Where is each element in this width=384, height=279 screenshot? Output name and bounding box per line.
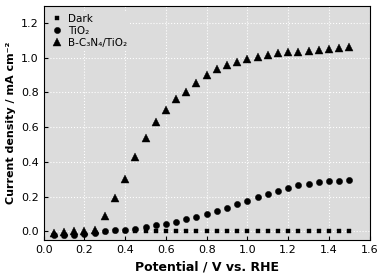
Dark: [174, 230, 179, 233]
TiO₂: [123, 228, 127, 231]
Dark: [215, 230, 219, 233]
Dark: [133, 230, 138, 233]
B-C₃N₄/TiO₂: [164, 108, 168, 111]
TiO₂: [265, 192, 270, 196]
B-C₃N₄/TiO₂: [276, 52, 280, 55]
B-C₃N₄/TiO₂: [306, 49, 311, 52]
Dark: [276, 230, 280, 233]
B-C₃N₄/TiO₂: [316, 48, 321, 52]
X-axis label: Potential / V vs. RHE: Potential / V vs. RHE: [135, 260, 279, 273]
Dark: [164, 230, 168, 233]
B-C₃N₄/TiO₂: [154, 120, 158, 124]
Dark: [337, 230, 341, 233]
Dark: [255, 230, 260, 233]
B-C₃N₄/TiO₂: [286, 51, 290, 54]
TiO₂: [194, 215, 199, 218]
B-C₃N₄/TiO₂: [51, 231, 56, 235]
Dark: [123, 230, 127, 233]
Dark: [225, 230, 229, 233]
B-C₃N₄/TiO₂: [72, 230, 76, 233]
TiO₂: [326, 180, 331, 183]
TiO₂: [347, 179, 352, 182]
Dark: [204, 230, 209, 233]
B-C₃N₄/TiO₂: [103, 214, 107, 217]
B-C₃N₄/TiO₂: [92, 228, 97, 231]
B-C₃N₄/TiO₂: [265, 53, 270, 57]
B-C₃N₄/TiO₂: [326, 47, 331, 51]
TiO₂: [255, 196, 260, 199]
B-C₃N₄/TiO₂: [245, 58, 250, 61]
B-C₃N₄/TiO₂: [113, 197, 118, 200]
B-C₃N₄/TiO₂: [194, 81, 199, 85]
TiO₂: [316, 181, 321, 184]
TiO₂: [215, 210, 219, 213]
B-C₃N₄/TiO₂: [82, 230, 87, 233]
B-C₃N₄/TiO₂: [296, 50, 301, 53]
Y-axis label: Current density / mA cm⁻²: Current density / mA cm⁻²: [5, 42, 16, 204]
Dark: [113, 230, 118, 233]
TiO₂: [51, 233, 56, 237]
B-C₃N₄/TiO₂: [337, 46, 341, 50]
B-C₃N₄/TiO₂: [62, 230, 66, 234]
Dark: [184, 230, 189, 233]
B-C₃N₄/TiO₂: [184, 91, 189, 94]
Dark: [316, 230, 321, 233]
Dark: [286, 230, 290, 233]
TiO₂: [204, 212, 209, 216]
TiO₂: [113, 229, 118, 232]
TiO₂: [92, 231, 97, 235]
TiO₂: [164, 222, 168, 225]
Dark: [72, 233, 76, 237]
Line: B-C₃N₄/TiO₂: B-C₃N₄/TiO₂: [50, 43, 353, 237]
Dark: [194, 230, 199, 233]
TiO₂: [225, 206, 229, 210]
TiO₂: [184, 218, 189, 221]
Line: TiO₂: TiO₂: [51, 177, 353, 238]
Dark: [326, 230, 331, 233]
B-C₃N₄/TiO₂: [143, 136, 148, 139]
TiO₂: [72, 233, 76, 237]
Dark: [296, 230, 301, 233]
TiO₂: [245, 199, 250, 203]
TiO₂: [82, 232, 87, 236]
TiO₂: [143, 225, 148, 229]
B-C₃N₄/TiO₂: [204, 73, 209, 77]
B-C₃N₄/TiO₂: [235, 60, 240, 64]
Legend: Dark, TiO₂, B-C₃N₄/TiO₂: Dark, TiO₂, B-C₃N₄/TiO₂: [49, 11, 130, 51]
B-C₃N₄/TiO₂: [174, 98, 179, 101]
TiO₂: [133, 227, 138, 230]
Dark: [103, 230, 107, 234]
B-C₃N₄/TiO₂: [215, 67, 219, 71]
B-C₃N₄/TiO₂: [347, 45, 352, 49]
Dark: [143, 230, 148, 233]
TiO₂: [306, 182, 311, 185]
TiO₂: [103, 230, 107, 233]
Dark: [82, 232, 87, 236]
Dark: [62, 234, 66, 237]
TiO₂: [296, 184, 301, 187]
Dark: [245, 230, 250, 233]
B-C₃N₄/TiO₂: [123, 177, 127, 181]
TiO₂: [286, 186, 290, 190]
TiO₂: [154, 223, 158, 227]
B-C₃N₄/TiO₂: [225, 63, 229, 66]
Dark: [92, 231, 97, 235]
B-C₃N₄/TiO₂: [255, 55, 260, 59]
Dark: [235, 230, 240, 233]
Dark: [154, 230, 158, 233]
TiO₂: [62, 233, 66, 237]
Line: Dark: Dark: [51, 229, 352, 238]
TiO₂: [174, 220, 179, 223]
Dark: [265, 230, 270, 233]
B-C₃N₄/TiO₂: [133, 155, 138, 158]
TiO₂: [276, 189, 280, 192]
TiO₂: [235, 203, 240, 206]
Dark: [306, 230, 311, 233]
Dark: [347, 230, 352, 233]
Dark: [51, 233, 56, 237]
TiO₂: [337, 179, 341, 182]
